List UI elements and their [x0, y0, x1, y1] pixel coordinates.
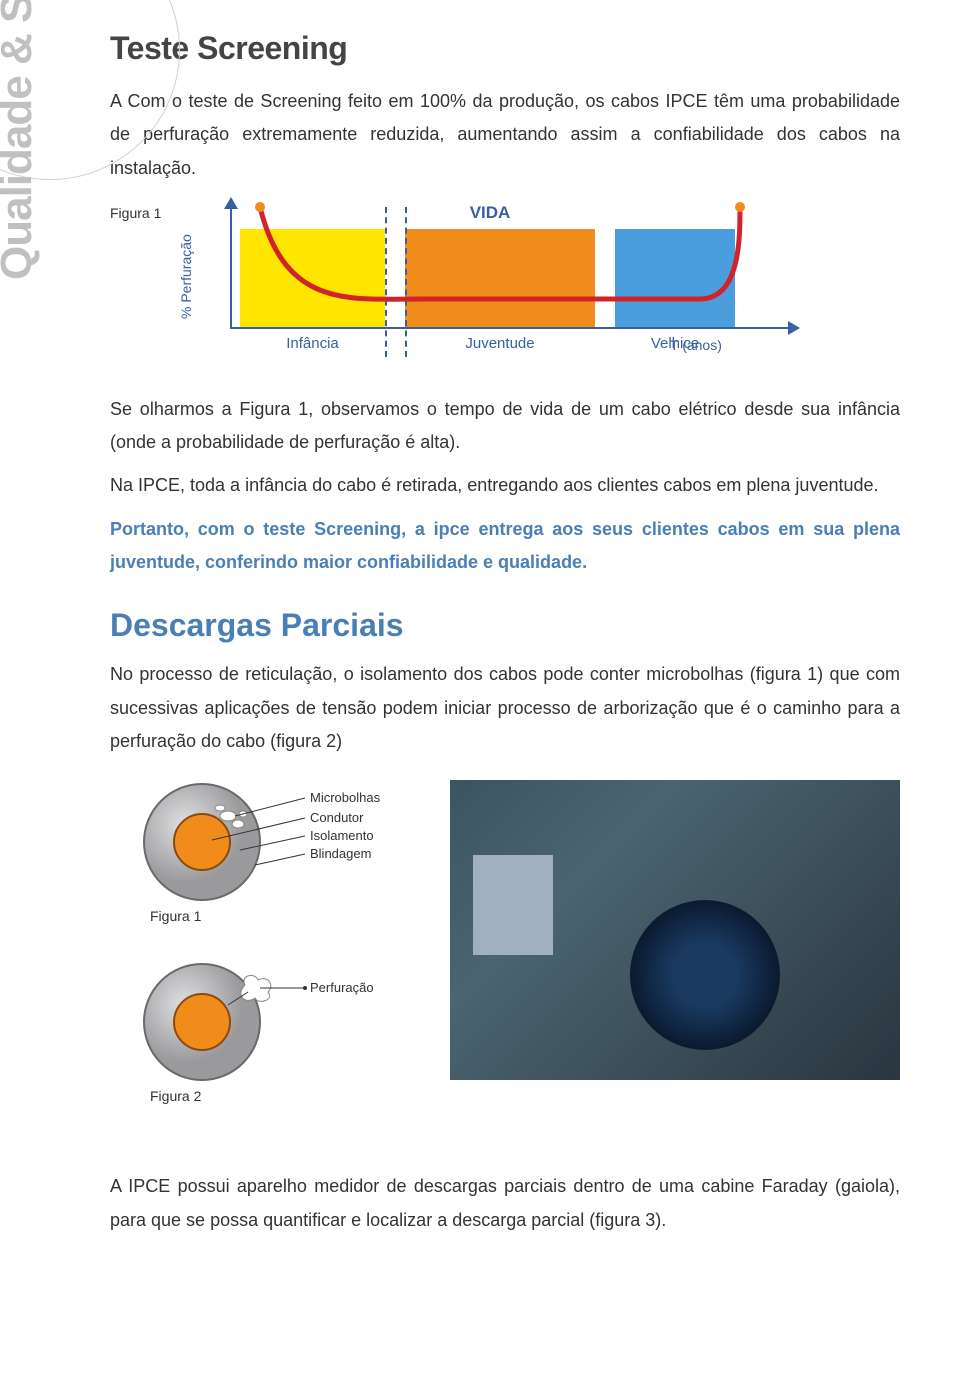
- section1-p3: Na IPCE, toda a infância do cabo é retir…: [110, 469, 900, 502]
- chart-bar-label: Juventude: [405, 335, 595, 352]
- diagrams-row: Microbolhas Condutor Isolamento Blindage…: [110, 780, 900, 1140]
- x-arrow: [788, 321, 800, 335]
- cable2-svg: [140, 960, 290, 1090]
- section1-p1: A Com o teste de Screening feito em 100%…: [110, 85, 900, 185]
- section2-p1: No processo de reticulação, o isolamento…: [110, 658, 900, 758]
- section2-p2: A IPCE possui aparelho medidor de descar…: [110, 1170, 900, 1237]
- side-label: Qualidade & Segurança: [0, 0, 42, 280]
- section1-p4: Portanto, com o teste Screening, a ipce …: [110, 513, 900, 580]
- section1-p2: Se olharmos a Figura 1, observamos o tem…: [110, 393, 900, 460]
- cable1-caption: Figura 1: [150, 908, 201, 924]
- chart-bar-label: Infância: [240, 335, 385, 352]
- lab-photo: [450, 780, 900, 1080]
- cable1-label-condutor: Condutor: [310, 810, 363, 825]
- cable1-label-blindagem: Blindagem: [310, 846, 371, 861]
- cable1-svg: [140, 780, 270, 910]
- cable1-label-microbolhas: Microbolhas: [310, 790, 380, 805]
- cable2-label-perfuracao: Perfuração: [310, 980, 374, 995]
- life-chart: Figura 1 % Perfuração Infância Juventude V…: [110, 199, 900, 369]
- chart-figure-label: Figura 1: [110, 205, 161, 221]
- chart-x-label: T (anos): [670, 337, 722, 353]
- chart-vida-label: VIDA: [190, 203, 790, 223]
- cable-figure-2: Perfuração Figura 2: [110, 960, 410, 1110]
- cable-figure-1: Microbolhas Condutor Isolamento Blindage…: [110, 780, 410, 930]
- cable1-label-isolamento: Isolamento: [310, 828, 374, 843]
- section2-title: Descargas Parciais: [110, 607, 900, 644]
- chart-y-label: % Perfuração: [178, 234, 194, 319]
- cable-diagrams: Microbolhas Condutor Isolamento Blindage…: [110, 780, 410, 1140]
- main-content: Teste Screening A Com o teste de Screeni…: [110, 0, 900, 1237]
- x-axis: [230, 327, 790, 329]
- chart-inner: % Perfuração InfânciaJuventudeVelhice VI…: [190, 199, 790, 349]
- section1-title: Teste Screening: [110, 30, 900, 67]
- cable2-caption: Figura 2: [150, 1088, 201, 1104]
